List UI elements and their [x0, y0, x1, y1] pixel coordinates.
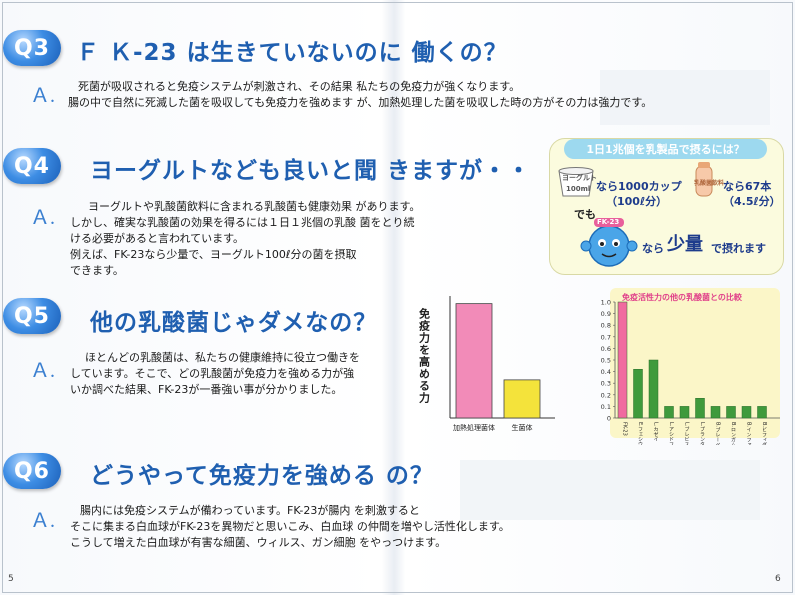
x-tick-label: 加熱処理菌体 [453, 423, 495, 432]
x-tick-label: 生菌体 [512, 423, 533, 432]
x-tick-label: E.フェシウム [637, 422, 643, 445]
q4-answer-mark: Ａ. [30, 207, 55, 229]
comparison-chart: 免疫活性力の他の乳酸菌との比較 0 0.1 0.2 0.3 0.4 0.5 0.6 0.7 0.8… [601, 292, 780, 445]
q5-answer-line: いか調べた結果、FK-23が一番強い事が分かりました。 [70, 383, 343, 396]
intake-callout [549, 138, 784, 275]
x-tick-label: L.カゼイ [653, 422, 659, 442]
ghost-overlay [460, 460, 760, 520]
q5-title: 他の乳酸菌じゃダメなの？ [90, 310, 378, 336]
bar [757, 406, 767, 419]
x-tick-label: B.ロンガム [730, 422, 736, 445]
but-label: でも [574, 208, 596, 221]
mascot-icon [580, 218, 638, 267]
y-axis-label: 免疫力を高める力 [418, 307, 431, 404]
q6-answer-line: 腸内には免疫システムが備わっています。FK-23が腸内 を刺激すると [80, 504, 420, 517]
ghost-overlay [600, 70, 770, 125]
y-tick-label: 0.3 [601, 380, 611, 388]
cup-label: ヨーグルト [562, 174, 597, 182]
y-tick-label: 0.2 [601, 391, 611, 399]
q6-title: どうやって免疫力を強める の？ [90, 463, 434, 489]
q5-answer-line: しています。そこで、どの乳酸菌が免疫力を強める力が強 [70, 367, 355, 380]
bar [710, 406, 721, 419]
cup-size-label: 100ml [566, 185, 591, 193]
x-tick-label: L.ブレビス [684, 422, 690, 445]
bar [617, 301, 628, 419]
small-amount-emphasis: 少量 [667, 234, 703, 255]
page-number-right: 6 [775, 574, 781, 584]
yogurt-amount: なら1000カップ [596, 180, 682, 193]
y-tick-label: 0.4 [601, 368, 611, 376]
q3-badge: Q3 [3, 30, 61, 66]
bar [503, 379, 541, 419]
page-number-left: 5 [8, 574, 14, 584]
bottle-label: 乳酸菌飲料 [694, 180, 725, 187]
q6-badge: Q6 [3, 453, 61, 489]
q3-answer-line: 死菌が吸収されると免疫システムが刺激され、その結果 私たちの免疫力が強くなります… [78, 80, 521, 93]
q4-answer-line: しかし、確実な乳酸菌の効果を得るには１日１兆個の乳酸 菌をとり続 [70, 216, 415, 229]
bar [664, 406, 674, 419]
q4-answer-line: できます。 [70, 264, 124, 277]
q5-answer-mark: Ａ. [30, 360, 55, 382]
drink-bottle-icon [695, 162, 713, 197]
q4-title: ヨーグルトなども良いと聞 きますが・・ [90, 158, 532, 184]
small-amount-prefix: なら [642, 242, 664, 255]
bar [726, 406, 736, 419]
callout-heading: 1日1兆個を乳製品で摂るには？ [564, 139, 767, 159]
q4-answer-line: ヨーグルトや乳酸菌飲料に含まれる乳酸菌も健康効果 があります。 [88, 200, 421, 213]
y-tick-label: 0 [607, 415, 611, 423]
q5-badge: Q5 [3, 298, 61, 334]
x-tick-label: FK-23 [622, 422, 628, 436]
bar [455, 303, 493, 419]
chart-title: 免疫活性力の他の乳酸菌との比較 [622, 292, 743, 302]
x-tick-label: B.インファンティス [746, 422, 752, 445]
bar [633, 369, 643, 419]
y-tick-label: 0.6 [601, 345, 611, 353]
y-tick-label: 0.8 [601, 322, 611, 330]
drink-amount: なら67本 [723, 180, 772, 193]
q6-answer-line: そこに集まる白血球がFK-23を異物だと思いこみ、白血球 の仲間を増やし活性化し… [70, 520, 510, 533]
bar [741, 406, 752, 419]
y-tick-label: 0.5 [601, 357, 611, 365]
x-tick-label: L.アシドフィルス [668, 422, 674, 445]
yogurt-cup-icon [558, 167, 594, 197]
x-tick-label: B.ブレーベ [715, 422, 721, 445]
q3-title: Ｆ Ｋ-23 は生きていないのに 働くの？ [76, 40, 508, 66]
yogurt-volume: （100ℓ分） [606, 195, 668, 208]
small-amount-suffix: で摂れます [711, 242, 766, 255]
bar [695, 398, 705, 419]
y-tick-label: 0.1 [601, 403, 611, 411]
y-tick-label: 0.7 [601, 333, 611, 341]
y-tick-label: 1.0 [601, 299, 611, 307]
bar [648, 359, 659, 419]
mascot-tag: FK-23 [597, 218, 620, 226]
q5-answer-line: ほとんどの乳酸菌は、私たちの健康維持に役立つ働きを [85, 351, 360, 364]
drink-volume: （4.5ℓ分） [723, 195, 781, 208]
y-tick-label: 0.9 [601, 310, 611, 318]
q3-answer-line: 腸の中で自然に死滅した菌を吸収しても免疫力を強めます が、加熱処理した菌を吸収し… [68, 96, 653, 109]
q4-badge: Q4 [3, 148, 61, 184]
q3-answer-mark: Ａ. [30, 85, 55, 107]
x-tick-label: L.プランタラム [699, 422, 705, 445]
q6-answer-line: こうして増えた白血球が有害な細菌、ウィルス、ガン細胞 をやっつけます。 [70, 536, 447, 549]
q4-answer-line: 例えば、FK-23なら少量で、ヨーグルト100ℓ分の菌を摂取 [70, 248, 357, 261]
x-tick-label: B.ビフィダム [761, 422, 767, 445]
q6-answer-mark: Ａ. [30, 510, 55, 532]
bar [679, 406, 690, 419]
q4-answer-line: ける必要があると言われています。 [70, 232, 245, 245]
